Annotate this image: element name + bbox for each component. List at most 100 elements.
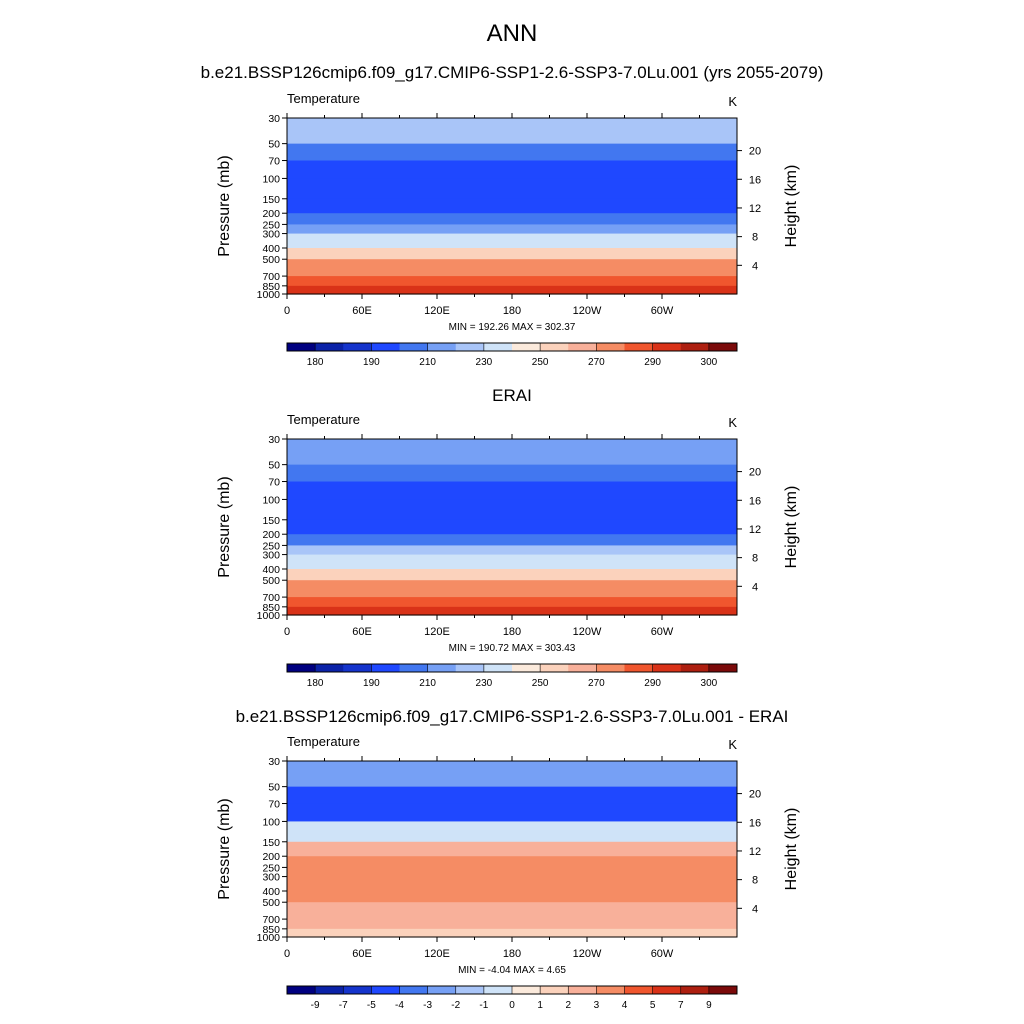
colorbar-swatch xyxy=(652,986,682,994)
colorbar-label: 300 xyxy=(701,357,718,368)
colorbar-label: -7 xyxy=(339,1000,348,1011)
colorbar-swatch xyxy=(287,986,316,994)
y-tick-label: 250 xyxy=(262,219,280,231)
colorbar-label: 230 xyxy=(476,678,493,689)
colorbar-label: 210 xyxy=(419,357,436,368)
contour-band xyxy=(287,606,737,616)
height-axis-label: Height (km) xyxy=(783,165,800,248)
colorbar-label: 9 xyxy=(706,1000,712,1011)
contour-band xyxy=(287,481,737,501)
height-tick-label: 8 xyxy=(752,553,758,565)
y-tick-label: 500 xyxy=(262,254,280,266)
y-tick-label: 100 xyxy=(262,173,280,185)
contour-band xyxy=(287,198,737,214)
y-tick-label: 1000 xyxy=(257,610,281,622)
colorbar-swatch xyxy=(624,664,654,672)
colorbar-swatch xyxy=(568,664,597,672)
variable-label: Temperature xyxy=(287,412,360,427)
y-tick-label: 200 xyxy=(262,529,280,541)
contour-band xyxy=(287,213,737,226)
height-tick-label: 12 xyxy=(749,846,761,858)
colorbar-swatch xyxy=(652,664,682,672)
x-tick-label: 120E xyxy=(424,948,450,960)
colorbar-swatch xyxy=(315,664,344,672)
y-tick-label: 50 xyxy=(268,139,280,151)
contour-band xyxy=(287,285,737,295)
height-axis-label: Height (km) xyxy=(783,808,800,891)
contour-band xyxy=(287,178,737,200)
contour-band xyxy=(287,499,737,521)
contour-band xyxy=(287,876,737,892)
colorbar-label: 290 xyxy=(644,678,661,689)
colorbar-swatch xyxy=(455,664,485,672)
colorbar-label: 270 xyxy=(588,357,605,368)
colorbar-swatch xyxy=(540,343,569,351)
x-tick-label: 60E xyxy=(352,626,372,638)
y-tick-label: 500 xyxy=(262,897,280,909)
height-tick-label: 20 xyxy=(749,146,761,158)
colorbar-swatch xyxy=(399,664,429,672)
colorbar-frame xyxy=(286,663,738,673)
y-axis-label: Pressure (mb) xyxy=(216,798,233,899)
x-tick-label: 60E xyxy=(352,948,372,960)
y-tick-label: 300 xyxy=(262,872,280,884)
colorbar-label: 190 xyxy=(363,357,380,368)
units-label: K xyxy=(728,737,737,752)
x-tick-label: 120E xyxy=(424,626,450,638)
colorbar-label: -3 xyxy=(423,1000,432,1011)
colorbar-swatch xyxy=(287,664,316,672)
y-tick-label: 200 xyxy=(262,208,280,220)
y-tick-label: 150 xyxy=(262,194,280,206)
colorbar-swatch xyxy=(455,986,485,994)
x-tick-label: 120W xyxy=(573,305,602,317)
colorbar-label: -9 xyxy=(311,1000,320,1011)
x-tick-label: 60E xyxy=(352,305,372,317)
height-tick-label: 4 xyxy=(752,260,758,272)
x-tick-label: 60W xyxy=(651,305,674,317)
y-tick-label: 150 xyxy=(262,515,280,527)
y-tick-label: 700 xyxy=(262,914,280,926)
height-tick-label: 20 xyxy=(749,467,761,479)
colorbar-swatch xyxy=(680,343,710,351)
colorbar-label: 3 xyxy=(594,1000,600,1011)
colorbar-swatch xyxy=(371,343,400,351)
figure-title: ANN xyxy=(486,20,538,47)
contour-band xyxy=(287,786,737,805)
colorbar-label: -2 xyxy=(451,1000,460,1011)
contour-band xyxy=(287,545,737,556)
contour-band xyxy=(287,464,737,483)
colorbar-swatch xyxy=(343,986,372,994)
colorbar-swatch xyxy=(624,986,654,994)
height-tick-label: 4 xyxy=(752,581,758,593)
colorbar-swatch xyxy=(512,343,541,351)
contour-band xyxy=(287,580,737,598)
colorbar-swatch xyxy=(596,986,625,994)
colorbar-swatch xyxy=(455,343,485,351)
contour-band xyxy=(287,233,737,249)
height-tick-label: 16 xyxy=(749,174,761,186)
contour-band xyxy=(287,276,737,287)
x-tick-label: 180 xyxy=(503,305,521,317)
contour-band xyxy=(287,554,737,570)
y-tick-label: 850 xyxy=(262,924,280,936)
colorbar-swatch xyxy=(287,343,316,351)
y-tick-label: 850 xyxy=(262,602,280,614)
height-tick-label: 20 xyxy=(749,789,761,801)
contour-band xyxy=(287,902,737,920)
colorbar-label: 210 xyxy=(419,678,436,689)
contour-band xyxy=(287,160,737,180)
height-tick-label: 12 xyxy=(749,524,761,536)
y-tick-label: 50 xyxy=(268,460,280,472)
colorbar-swatch xyxy=(708,343,738,351)
x-tick-label: 0 xyxy=(284,626,290,638)
contour-band xyxy=(287,569,737,581)
height-tick-label: 12 xyxy=(749,203,761,215)
colorbar-swatch xyxy=(680,664,710,672)
height-tick-label: 4 xyxy=(752,903,758,915)
colorbar-label: 230 xyxy=(476,357,493,368)
units-label: K xyxy=(728,94,737,109)
colorbar-swatch xyxy=(399,343,429,351)
height-tick-label: 16 xyxy=(749,495,761,507)
colorbar-label: 4 xyxy=(622,1000,628,1011)
x-tick-label: 60W xyxy=(651,626,674,638)
